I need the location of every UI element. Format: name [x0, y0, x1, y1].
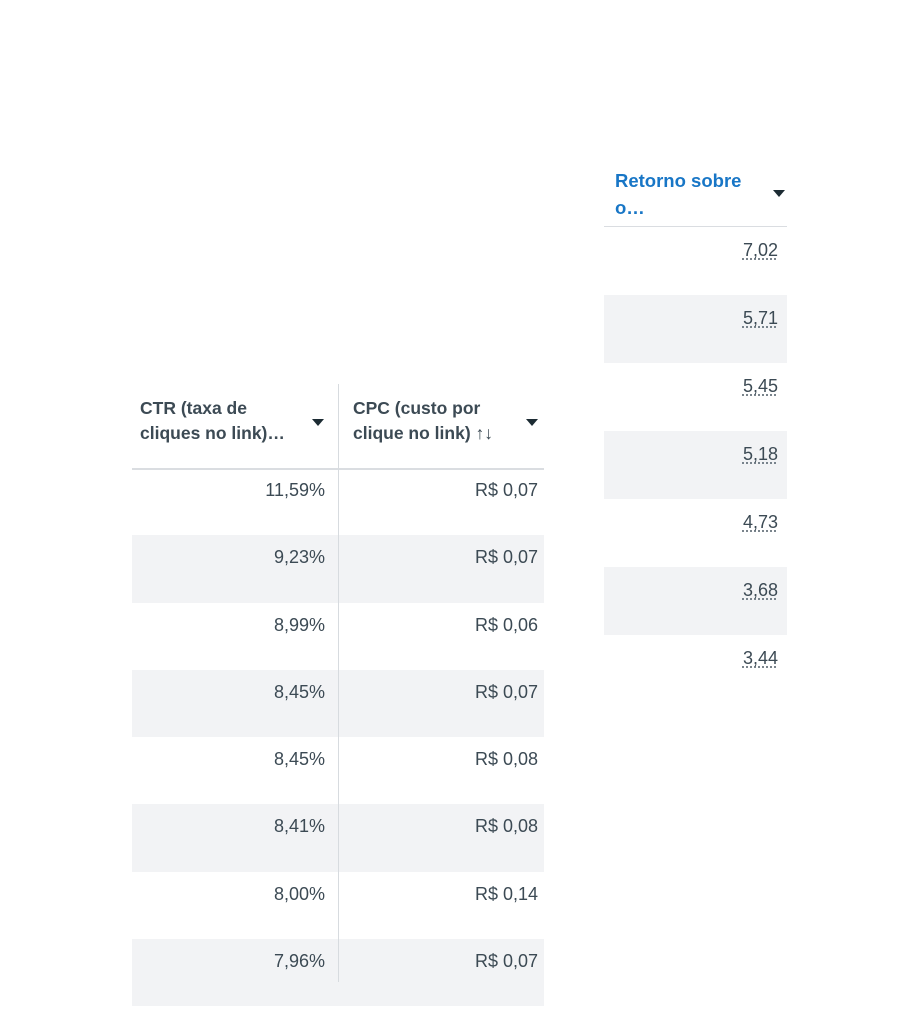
roas-value[interactable]: 3,68: [742, 580, 778, 600]
table-row: 5,18: [604, 431, 787, 499]
roas-value[interactable]: 5,45: [742, 376, 778, 396]
cpc-column-title[interactable]: CPC (custo por clique no link) ↑↓: [353, 398, 494, 443]
ctr-value: 8,00%: [273, 883, 325, 904]
table-row: 5,71: [604, 295, 787, 363]
column-divider[interactable]: [338, 384, 339, 982]
table-row: 3,68: [604, 567, 787, 635]
ctr-value: 7,96%: [273, 951, 325, 972]
roas-value[interactable]: 5,71: [742, 308, 778, 328]
roas-column-title[interactable]: Retorno sobre o…: [615, 170, 742, 218]
table-row: 8,99% R$ 0,06: [132, 603, 544, 670]
table-row: 8,45% R$ 0,08: [132, 737, 544, 804]
cpc-value: R$ 0,07: [474, 480, 538, 500]
cpc-value: R$ 0,07: [474, 547, 538, 568]
ctr-value: 8,45%: [273, 749, 325, 770]
caret-down-icon[interactable]: [526, 419, 538, 426]
table-row: 8,00% R$ 0,14: [132, 872, 544, 939]
table-row: 5,45: [604, 363, 787, 431]
cpc-value: R$ 0,07: [474, 681, 538, 702]
roas-value[interactable]: 3,44: [742, 648, 778, 668]
caret-down-icon[interactable]: [773, 190, 785, 197]
metrics-table: CTR (taxa de cliques no link)… CPC (cust…: [132, 384, 544, 1007]
ctr-column-title[interactable]: CTR (taxa de cliques no link)…: [140, 398, 285, 443]
cpc-value: R$ 0,07: [474, 951, 538, 972]
roas-value[interactable]: 4,73: [742, 512, 778, 532]
ctr-column-header[interactable]: CTR (taxa de cliques no link)…: [132, 384, 338, 468]
cpc-value: R$ 0,14: [474, 883, 538, 904]
ctr-value: 8,41%: [273, 816, 325, 837]
roas-value[interactable]: 5,18: [742, 444, 778, 464]
ctr-value: 9,23%: [273, 547, 325, 568]
ctr-value: 8,99%: [273, 614, 325, 635]
caret-down-icon[interactable]: [312, 419, 324, 426]
table-row: 4,73: [604, 499, 787, 567]
table-header: CTR (taxa de cliques no link)… CPC (cust…: [132, 384, 544, 470]
roas-column: Retorno sobre o… 7,02 5,71 5,45 5,18 4,7…: [604, 158, 787, 703]
ctr-value: 11,59%: [265, 480, 325, 500]
table-row: 3,44: [604, 635, 787, 703]
roas-column-header[interactable]: Retorno sobre o…: [604, 158, 787, 227]
cpc-value: R$ 0,06: [474, 614, 538, 635]
cpc-column-header[interactable]: CPC (custo por clique no link) ↑↓: [339, 384, 544, 468]
table-row: 7,02: [604, 227, 787, 295]
roas-value[interactable]: 7,02: [742, 240, 778, 260]
cpc-value: R$ 0,08: [474, 816, 538, 837]
table-row: 11,59% R$ 0,07: [132, 468, 544, 535]
cpc-value: R$ 0,08: [474, 749, 538, 770]
ctr-value: 8,45%: [273, 681, 325, 702]
